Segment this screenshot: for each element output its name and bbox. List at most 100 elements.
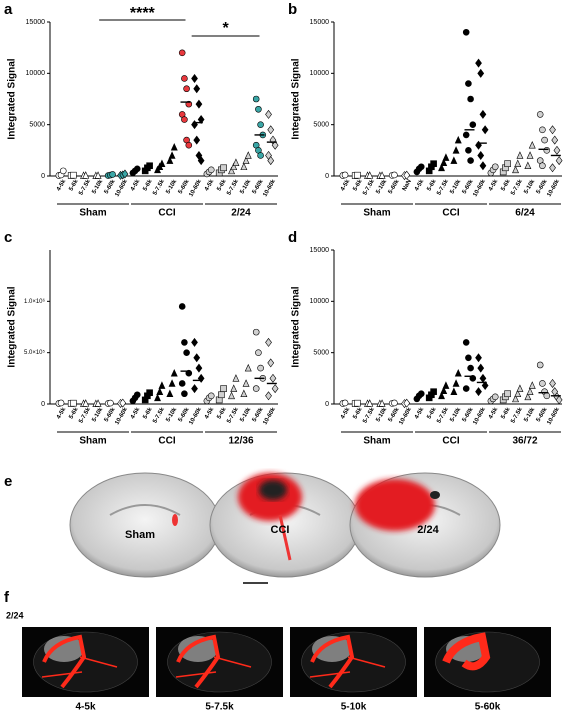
dot (230, 162, 238, 171)
dot (417, 163, 425, 171)
category-label: 4-5k (414, 406, 426, 420)
category-label: 5-6k (352, 406, 364, 420)
y-tick-label: 1.0×10⁶ (24, 298, 46, 305)
dot (255, 349, 262, 356)
y-tick-label: 0 (41, 401, 45, 408)
dot (555, 395, 563, 405)
dot (178, 380, 186, 387)
dot (462, 28, 470, 36)
dot (465, 354, 472, 362)
dot (178, 49, 186, 57)
brain-label: 2/24 (417, 524, 439, 536)
dot (181, 390, 188, 398)
dot (197, 373, 205, 383)
dot (514, 389, 522, 398)
category-label: 5-6k (500, 178, 512, 192)
dot (462, 131, 470, 139)
y-tick-label: 0 (325, 173, 329, 180)
dot (454, 368, 462, 377)
dot (465, 147, 472, 154)
y-tick-label: 5000 (29, 122, 45, 129)
category-label: 5-7.5k (152, 406, 166, 424)
category-label: 5-7.5k (362, 178, 376, 196)
category-label: 5-7.5k (152, 178, 166, 196)
brain-label: CCI (271, 524, 290, 536)
dot (477, 150, 485, 160)
category-label: 5-6k (68, 406, 80, 420)
dot (516, 151, 524, 159)
panel-label: e (4, 473, 12, 490)
category-label: 5-6k (142, 178, 154, 192)
gray-region (178, 636, 218, 662)
dot (442, 381, 450, 389)
dot (183, 85, 190, 93)
dot (121, 169, 129, 179)
group-label: Sham (79, 208, 106, 219)
dot (452, 146, 460, 154)
dot (191, 120, 198, 130)
group-label: CCI (442, 208, 459, 219)
dot (240, 389, 248, 398)
dot (417, 390, 425, 398)
dot (555, 156, 563, 166)
dot (220, 164, 227, 172)
y-tick-label: 10000 (26, 70, 46, 77)
dot (240, 162, 248, 171)
dot (467, 364, 474, 372)
dot (257, 152, 264, 159)
dot (218, 391, 225, 399)
category-label: 5-7.5k (436, 406, 450, 424)
category-label: 10-60k (114, 178, 129, 198)
image-label: 5-10k (341, 702, 367, 713)
category-label: NaN (402, 179, 413, 192)
category-label: 5-7.5k (226, 178, 240, 196)
dot (491, 163, 499, 171)
dot (536, 361, 544, 369)
dot (526, 387, 534, 395)
dot (70, 399, 77, 407)
dot (267, 125, 275, 135)
dot (553, 145, 561, 155)
dot (168, 379, 176, 387)
dot (242, 379, 250, 387)
dot (170, 368, 178, 377)
dot (477, 68, 485, 78)
dot (244, 151, 252, 159)
category-label: 5-6k (142, 406, 154, 420)
category-label: 5-7.5k (78, 178, 92, 196)
dot (133, 391, 141, 399)
brain-image (69, 472, 221, 578)
category-label: 10-60k (546, 178, 561, 198)
dot (257, 121, 264, 128)
dot (514, 159, 522, 167)
category-label: 5-6k (352, 178, 364, 192)
image-label: 5-7.5k (205, 702, 234, 713)
dot (454, 135, 462, 144)
dot (354, 399, 361, 407)
dot (479, 161, 487, 171)
dot (271, 140, 279, 150)
signal (442, 632, 491, 671)
group-label: Sham (363, 208, 390, 219)
category-label: 5-7.5k (510, 178, 524, 196)
signal (175, 656, 252, 678)
category-label: 4-5k (340, 178, 352, 192)
dot (450, 156, 458, 164)
y-tick-label: 15000 (26, 19, 46, 26)
dot (341, 171, 349, 179)
dot (366, 171, 374, 179)
category-label: 5-60k (388, 178, 401, 195)
signal (42, 634, 87, 689)
dot (549, 378, 556, 388)
dot (341, 399, 349, 407)
y-tick-label: 5000 (313, 122, 329, 129)
dot (481, 381, 489, 391)
signal (176, 634, 221, 689)
dot (252, 95, 260, 103)
dot (181, 339, 188, 346)
dot (475, 353, 482, 363)
category-label: 4-5k (204, 178, 216, 192)
dot (430, 160, 437, 167)
dot (267, 156, 275, 166)
